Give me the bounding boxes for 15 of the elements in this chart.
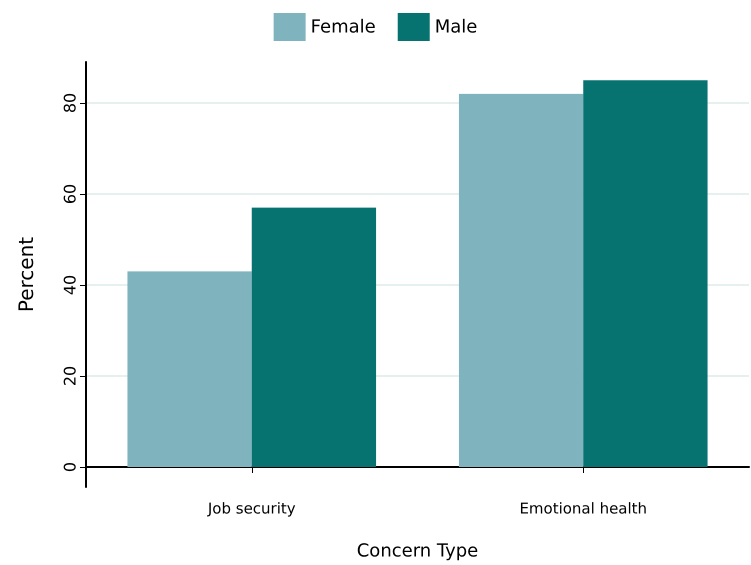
bar: [127, 271, 252, 467]
y-tick-label: 60: [60, 184, 80, 204]
bar: [458, 94, 584, 467]
x-axis-title: Concern Type: [356, 540, 478, 562]
x-tick-label: Job security: [206, 500, 296, 518]
legend-label: Female: [310, 16, 376, 38]
legend-label: Male: [434, 16, 478, 38]
y-tick-label: 20: [60, 366, 80, 386]
x-tick-label: Emotional health: [519, 500, 648, 518]
y-tick-label: 0: [60, 462, 80, 472]
bar: [583, 80, 708, 467]
y-tick-label: 80: [60, 92, 80, 114]
y-axis-title: Percent: [14, 236, 38, 312]
y-tick-label: 40: [60, 274, 80, 296]
bar: [252, 208, 376, 467]
